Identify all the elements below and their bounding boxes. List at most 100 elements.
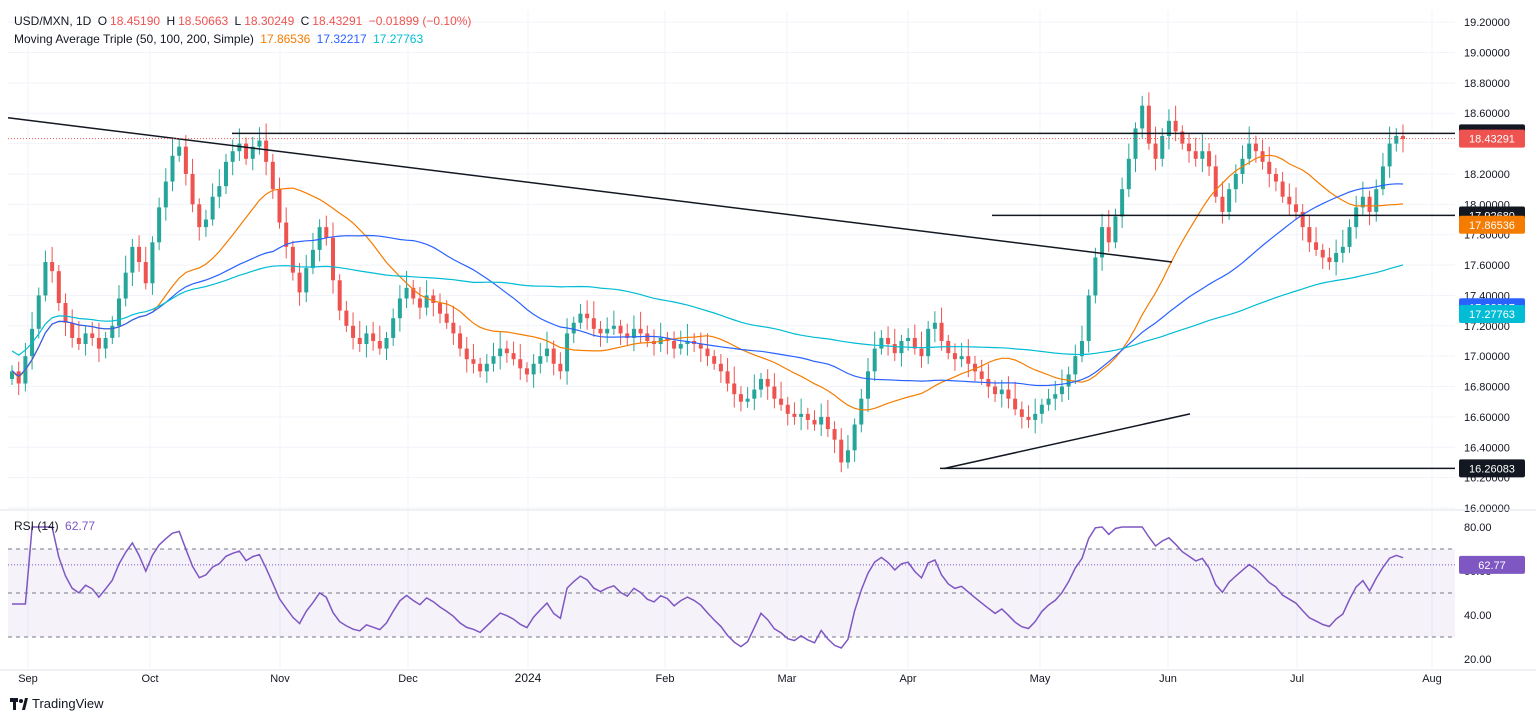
time-tick-label: Apr [899, 673, 916, 685]
time-tick-label: Dec [398, 673, 418, 685]
candle-body [605, 328, 610, 334]
candle-body [1227, 189, 1232, 212]
close-value: 18.43291 [312, 14, 363, 28]
candle-body [565, 333, 570, 372]
candle-body [952, 353, 957, 360]
candle-body [411, 287, 416, 299]
candle-body [157, 207, 162, 243]
candle-body [705, 348, 710, 357]
close-label: C [300, 14, 310, 28]
candle-body [544, 348, 550, 357]
candle-body [1220, 196, 1225, 212]
candle-body [217, 186, 222, 197]
candle-body [63, 303, 68, 323]
price-tick-label: 16.80000 [1464, 382, 1510, 394]
candle-body [799, 413, 804, 417]
candle-body [1387, 143, 1392, 167]
candle-body [83, 333, 88, 345]
candle-body [812, 419, 817, 425]
candle-body [1300, 211, 1305, 228]
candle-body [330, 237, 336, 281]
price-label-text: 18.43291 [1469, 134, 1515, 146]
descending-trendline [7, 117, 1173, 263]
tradingview-logo[interactable]: TradingView [10, 696, 104, 711]
candle-body [1100, 227, 1105, 258]
time-tick-label: Mar [778, 673, 797, 685]
candle-body [431, 295, 436, 304]
candle-body [137, 246, 142, 263]
ma-label: Moving Average Triple (50, 100, 200, Sim… [14, 32, 254, 46]
rsi-tick-label: 20.00 [1464, 654, 1492, 666]
candle-body [805, 413, 810, 420]
rsi-label-text: 62.77 [1478, 560, 1506, 572]
candle-body [391, 318, 396, 338]
candle-body [685, 340, 690, 345]
candle-body [1079, 340, 1085, 357]
time-tick-label: Aug [1422, 673, 1442, 685]
rsi-value: 62.77 [65, 519, 96, 533]
candle-body [558, 363, 563, 372]
branding-text: TradingView [32, 696, 104, 711]
symbol-header: USD/MXN, 1D O 18.45190 H 18.50663 L 18.3024… [14, 14, 474, 28]
candle-body [1213, 166, 1218, 197]
candle-body [926, 328, 931, 357]
candle-body [1334, 252, 1339, 263]
candle-body [839, 439, 844, 463]
candle-body [698, 344, 703, 349]
candle-body [1006, 389, 1011, 399]
candle-body [738, 394, 743, 402]
candle-body [110, 325, 115, 338]
candle-body [879, 337, 884, 349]
candle-body [471, 359, 476, 364]
candle-body [1180, 131, 1185, 144]
candle-body [76, 337, 81, 345]
time-tick-label: Sep [18, 673, 38, 685]
candle-body [1267, 161, 1272, 174]
candle-body [9, 371, 15, 379]
price-label-text: 17.86536 [1469, 220, 1515, 232]
price-label-tag [1459, 129, 1525, 148]
candle-body [424, 295, 429, 308]
ma50-value: 17.86536 [260, 32, 311, 46]
candle-body [1186, 143, 1192, 152]
candle-body [1253, 143, 1258, 152]
candle-body [1314, 242, 1319, 250]
symbol-label: USD/MXN, 1D [14, 14, 92, 28]
candle-body [678, 344, 683, 349]
candle-body [103, 337, 108, 349]
candle-body [417, 298, 422, 308]
candle-body [765, 378, 770, 387]
candle-body [745, 398, 750, 402]
candle-body [772, 386, 777, 399]
candle-body [972, 363, 978, 372]
candle-body [993, 386, 998, 395]
rsi-line [12, 526, 1404, 649]
candle-body [150, 242, 155, 284]
candle-body [197, 204, 202, 228]
candle-body [1039, 404, 1044, 414]
candle-body [1133, 128, 1138, 159]
candle-body [397, 298, 402, 319]
high-label: H [166, 14, 176, 28]
candle-body [631, 328, 636, 338]
candle-body [1374, 189, 1379, 212]
time-tick-label: Feb [656, 673, 675, 685]
ma200-line [11, 264, 1404, 356]
candle-body [618, 325, 623, 334]
candle-body [819, 416, 824, 425]
candle-body [906, 337, 911, 341]
rsi-tick-label: 40.00 [1464, 610, 1492, 622]
price-tick-label: 17.00000 [1464, 351, 1510, 363]
candle-body [437, 303, 443, 314]
candle-body [645, 333, 650, 341]
candle-body [1320, 249, 1325, 258]
candle-body [1200, 151, 1205, 159]
candle-body [491, 356, 496, 364]
candle-body [170, 155, 175, 182]
ma200-value: 17.27763 [373, 32, 424, 46]
candle-body [625, 333, 630, 338]
time-tick-label: May [1030, 673, 1051, 685]
candle-body [1053, 394, 1058, 399]
candle-body [999, 389, 1004, 395]
